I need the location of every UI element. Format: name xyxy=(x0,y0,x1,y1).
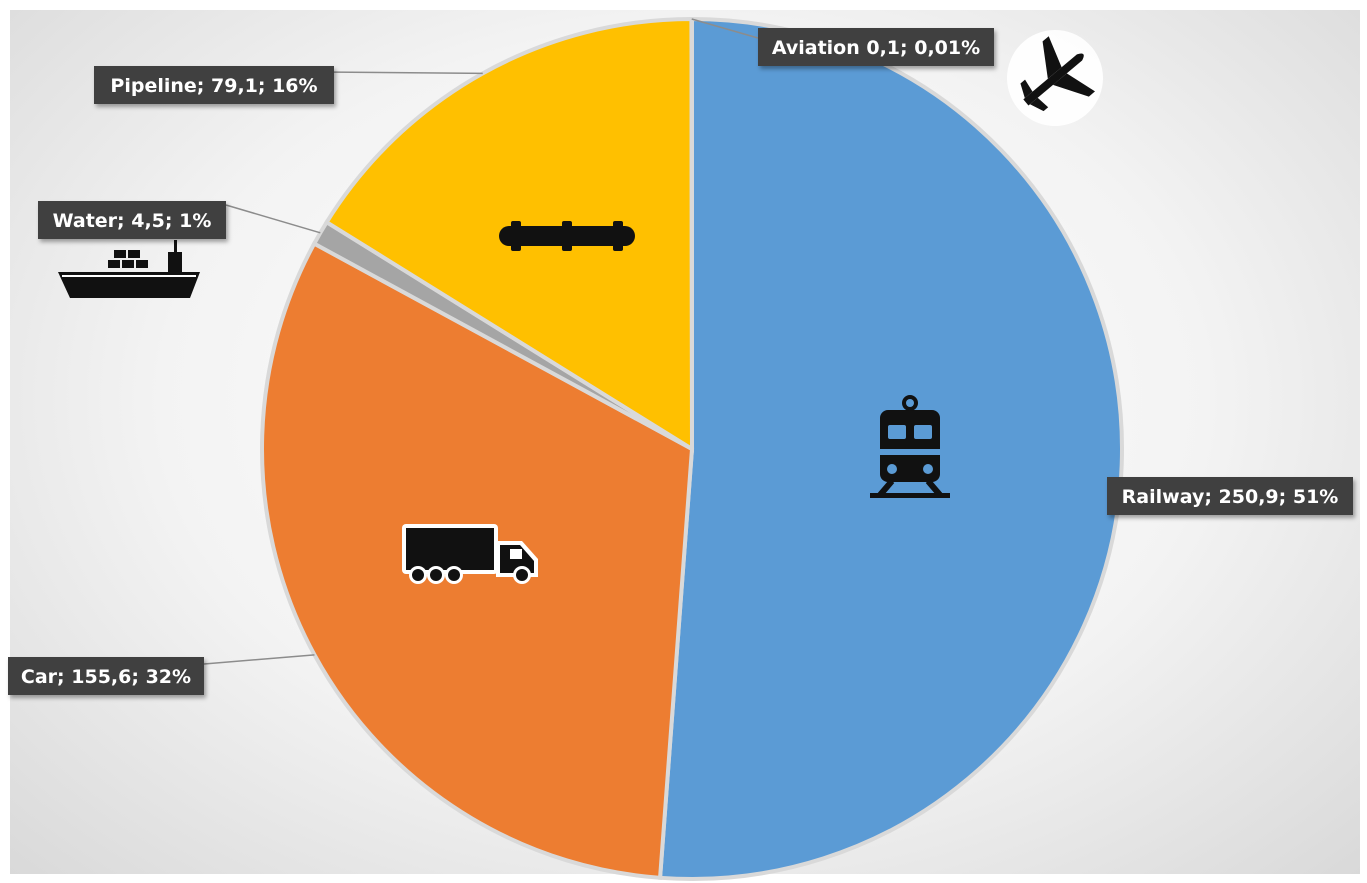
truck-icon xyxy=(402,524,538,584)
leader-line-water xyxy=(225,204,321,234)
data-label-aviation: Aviation 0,1; 0,01% xyxy=(758,28,994,66)
leader-line-aviation xyxy=(691,18,759,39)
pipeline-icon xyxy=(499,221,635,251)
data-label-pipeline-text: Pipeline; 79,1; 16% xyxy=(110,75,317,97)
data-label-car-text: Car; 155,6; 32% xyxy=(21,666,191,688)
data-label-railway-text: Railway; 250,9; 51% xyxy=(1122,486,1339,508)
leader-line-car xyxy=(203,654,315,665)
train-icon xyxy=(870,395,950,498)
pie-slice-aviation xyxy=(689,16,694,450)
data-label-water: Water; 4,5; 1% xyxy=(38,201,226,239)
leader-line-pipeline xyxy=(319,71,483,75)
data-label-aviation-text: Aviation 0,1; 0,01% xyxy=(772,37,980,59)
data-label-water-text: Water; 4,5; 1% xyxy=(53,210,212,232)
airplane-icon xyxy=(1007,30,1103,126)
data-label-car: Car; 155,6; 32% xyxy=(8,657,204,695)
data-label-railway: Railway; 250,9; 51% xyxy=(1107,477,1353,515)
data-label-pipeline: Pipeline; 79,1; 16% xyxy=(94,66,334,104)
ship-icon xyxy=(58,240,200,298)
